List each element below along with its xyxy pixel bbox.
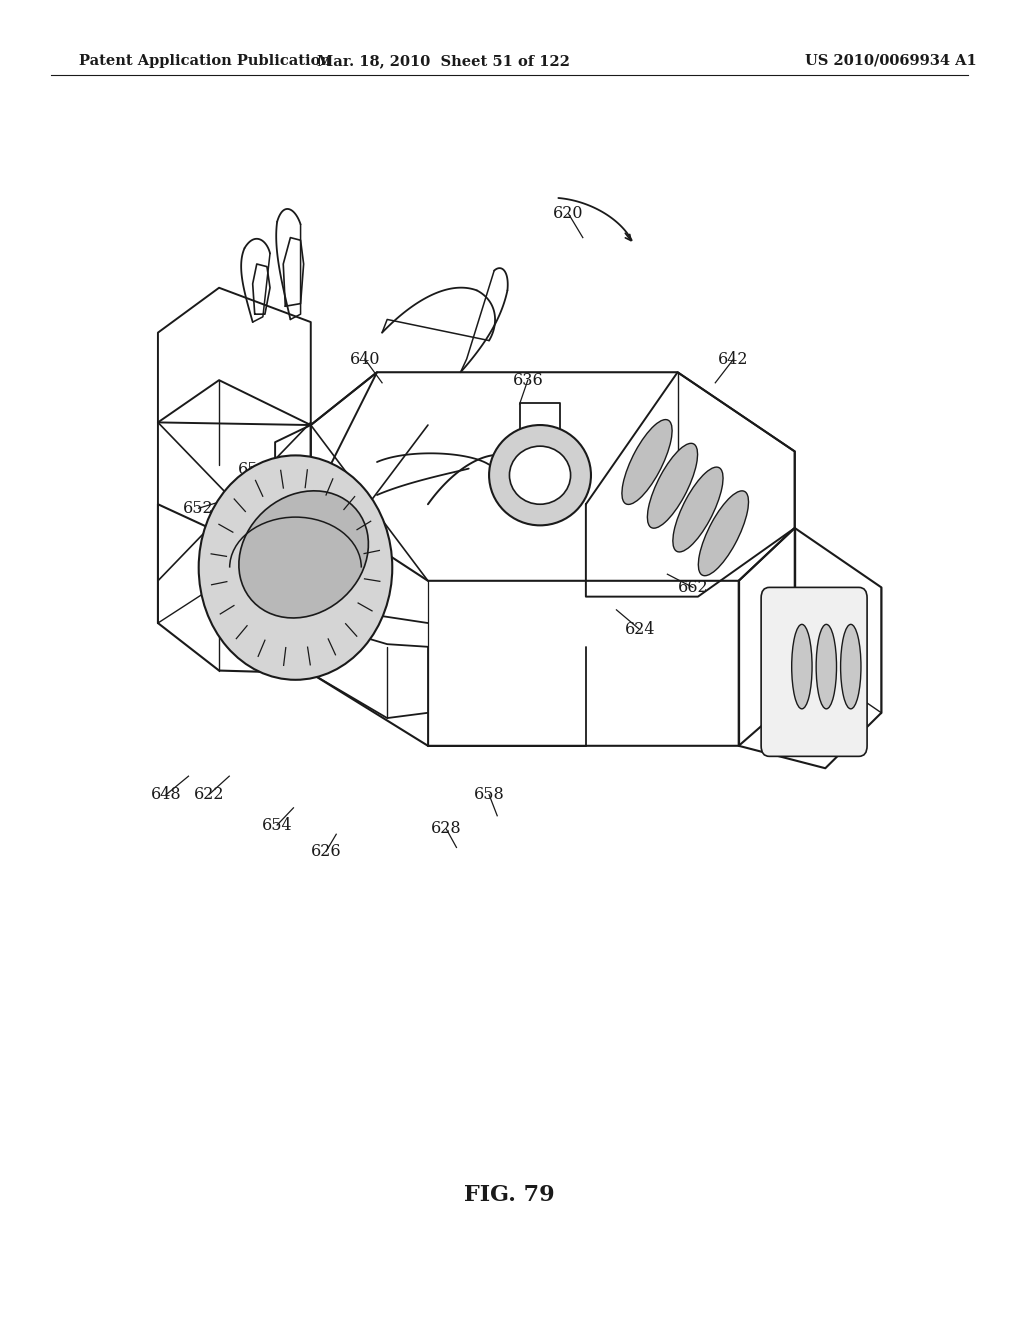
- Text: 628: 628: [431, 821, 462, 837]
- Text: 640: 640: [349, 351, 380, 367]
- Ellipse shape: [647, 444, 697, 528]
- Text: 648: 648: [151, 787, 181, 803]
- Text: 642: 642: [719, 351, 749, 367]
- Ellipse shape: [489, 425, 591, 525]
- Text: Mar. 18, 2010  Sheet 51 of 122: Mar. 18, 2010 Sheet 51 of 122: [316, 54, 569, 67]
- Text: 654: 654: [262, 817, 293, 833]
- Ellipse shape: [792, 624, 812, 709]
- Text: 662: 662: [678, 579, 709, 595]
- Text: 624: 624: [625, 622, 655, 638]
- Ellipse shape: [673, 467, 723, 552]
- Ellipse shape: [251, 531, 275, 610]
- Text: FIG. 79: FIG. 79: [464, 1184, 555, 1205]
- Text: Patent Application Publication: Patent Application Publication: [80, 54, 332, 67]
- Text: 622: 622: [194, 787, 224, 803]
- Text: 620: 620: [553, 206, 584, 222]
- Text: 658: 658: [474, 787, 505, 803]
- Text: 626: 626: [310, 843, 341, 859]
- Text: US 2010/0069934 A1: US 2010/0069934 A1: [805, 54, 977, 67]
- Text: 650: 650: [238, 462, 268, 478]
- Text: 636: 636: [512, 372, 543, 388]
- Ellipse shape: [816, 624, 837, 709]
- Ellipse shape: [322, 544, 347, 623]
- Ellipse shape: [698, 491, 749, 576]
- Ellipse shape: [510, 446, 570, 504]
- Ellipse shape: [841, 624, 861, 709]
- Ellipse shape: [239, 491, 369, 618]
- Text: 652: 652: [183, 500, 214, 516]
- Ellipse shape: [286, 537, 311, 616]
- Ellipse shape: [199, 455, 392, 680]
- Ellipse shape: [622, 420, 672, 504]
- FancyBboxPatch shape: [761, 587, 867, 756]
